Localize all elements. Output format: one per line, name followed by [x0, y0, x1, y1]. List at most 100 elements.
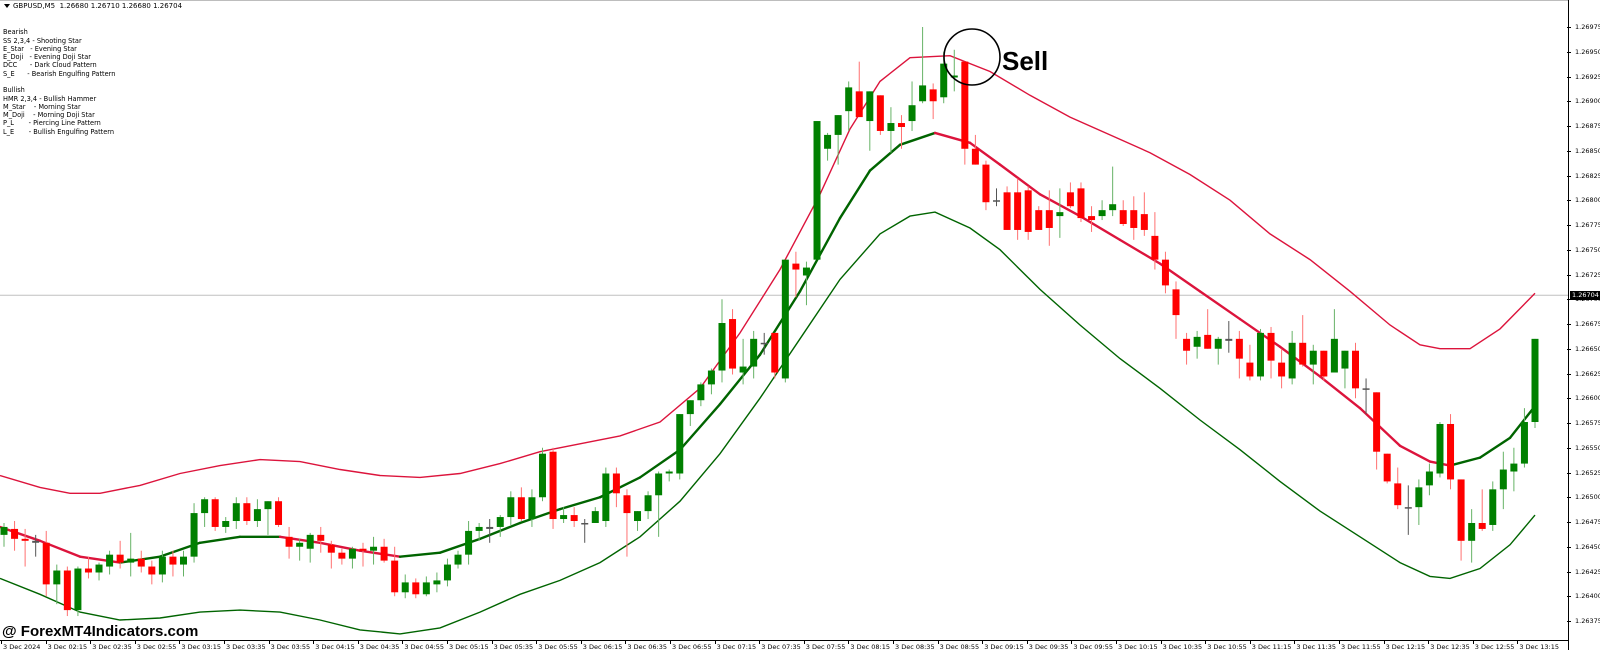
candle-body [1130, 210, 1138, 228]
time-tick-label: 3 Dec 04:15 [315, 643, 355, 651]
candle-body [993, 200, 1001, 202]
price-tick-label: 1.26525 [1575, 468, 1600, 477]
time-tick [759, 640, 761, 644]
candle-body [1383, 453, 1391, 482]
candle-body [232, 503, 240, 522]
time-tick [893, 640, 894, 644]
middle-band-segment [1398, 444, 1432, 463]
time-tick-label: 3 Dec 12:15 [1385, 643, 1426, 651]
candle-body [897, 123, 905, 127]
candle-body [1447, 423, 1455, 480]
candle-body [1320, 350, 1328, 377]
candle-body [116, 554, 124, 563]
candle-body [1404, 507, 1412, 509]
candle-body [1299, 342, 1307, 365]
middle-band-segment [1198, 290, 1242, 321]
middle-band-segment [758, 290, 802, 356]
time-tick [1, 640, 2, 644]
ohlc-values: 1.26680 1.26710 1.26680 1.26704 [59, 2, 183, 10]
middle-band-segment [838, 169, 872, 220]
collapse-triangle-icon[interactable] [4, 4, 10, 8]
time-tick [268, 640, 270, 644]
candle-body [317, 534, 325, 541]
price-chart-canvas[interactable] [0, 0, 1568, 640]
candle-body [1172, 289, 1180, 316]
time-tick [357, 640, 359, 644]
price-tick [1567, 76, 1571, 78]
price-tick-label: 1.26975 [1575, 23, 1600, 31]
price-tick [1567, 51, 1571, 53]
candle-body [296, 542, 304, 547]
price-tick-label: 1.26850 [1575, 146, 1600, 155]
candle-body [1035, 210, 1043, 230]
upper-band-line [0, 54, 1536, 494]
price-tick [1567, 200, 1571, 202]
candle-body [179, 556, 187, 565]
time-tick-label: 3 Dec 07:55 [805, 643, 846, 651]
time-tick-label: 3 Dec 11:35 [1296, 643, 1336, 651]
candle-body [855, 91, 863, 118]
candle-body [465, 530, 473, 555]
candle-body [549, 451, 557, 520]
candle-body [496, 517, 504, 527]
legend-bullish-item: M_Doji - Morning Doji Star [3, 111, 95, 120]
time-axis[interactable] [0, 640, 1568, 667]
time-tick-label: 3 Dec 07:15 [716, 643, 757, 651]
time-tick [224, 640, 225, 644]
candle-body [866, 91, 874, 122]
candle-body [370, 546, 378, 551]
candle-body [1056, 212, 1064, 217]
candle-body [718, 323, 726, 371]
candle-body [507, 497, 515, 518]
price-tick-label: 1.26500 [1575, 493, 1600, 502]
sell-signal-label: Sell [1002, 46, 1049, 76]
candle-body [1510, 463, 1518, 472]
candle-body [1183, 338, 1191, 351]
price-tick-label: 1.26725 [1575, 270, 1600, 279]
candle-body [1088, 216, 1096, 221]
candle-body [74, 568, 82, 611]
price-tick [1567, 447, 1571, 449]
legend-bearish-item: SS 2,3,4 - Shooting Star [3, 36, 82, 45]
candle-body [475, 526, 483, 531]
middle-band-segment [78, 555, 122, 564]
time-tick [313, 640, 315, 644]
legend-bullish-item: P_L - Piercing Line Pattern [3, 119, 101, 128]
time-tick [580, 640, 582, 644]
time-tick [1517, 640, 1519, 644]
candle-body [591, 511, 599, 523]
candle-body [750, 338, 758, 367]
time-tick-label: 3 Dec 09:55 [1073, 643, 1113, 651]
watermark: @ ForexMT4Indicators.com [2, 623, 199, 640]
candle-body [1330, 338, 1338, 373]
price-tick-label: 1.26550 [1575, 443, 1600, 452]
candle-body [148, 566, 156, 575]
time-tick-label: 3 Dec 05:55 [538, 643, 578, 651]
time-tick-label: 3 Dec 05:15 [449, 643, 489, 651]
time-tick-label: 3 Dec 04:55 [404, 643, 444, 651]
time-tick [1428, 640, 1430, 644]
price-tick [1567, 150, 1571, 152]
candle-body [422, 582, 430, 595]
time-tick-label: 3 Dec 2024 [3, 643, 41, 651]
legend-bullish-item: M_Star - Morning Star [3, 102, 81, 111]
candle-body [1151, 235, 1159, 260]
candle-body [707, 370, 715, 385]
price-tick [1567, 274, 1571, 276]
candle-body [760, 342, 768, 345]
middle-band-segment [998, 163, 1042, 196]
time-tick-label: 3 Dec 10:35 [1162, 643, 1203, 651]
candle-body [1520, 422, 1528, 464]
candle-body [908, 105, 916, 122]
price-tick [1567, 472, 1571, 474]
chart-area[interactable] [0, 0, 1569, 650]
time-tick-label: 3 Dec 08:35 [895, 643, 935, 651]
candle-body [950, 75, 958, 78]
time-tick [982, 640, 984, 644]
price-tick [1567, 225, 1571, 226]
candle-body [1309, 350, 1317, 365]
price-tick [1567, 126, 1571, 127]
candle-body [697, 384, 705, 401]
candle-body [306, 534, 314, 549]
candle-body [201, 499, 209, 514]
